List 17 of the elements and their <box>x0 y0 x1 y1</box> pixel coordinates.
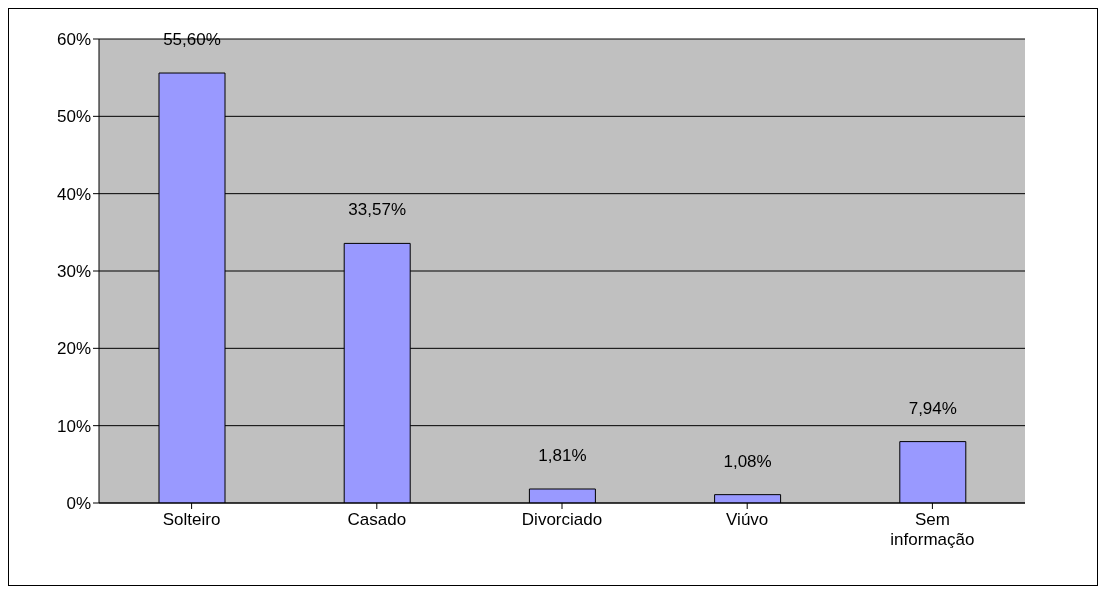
y-tick-label: 10% <box>56 416 91 436</box>
y-tick-label: 30% <box>56 262 91 282</box>
y-tick-label: 50% <box>56 107 91 127</box>
data-label: 1,08% <box>723 451 772 471</box>
y-tick-label: 20% <box>56 339 91 359</box>
x-tick-label: Solteiro <box>162 510 221 529</box>
x-tick-label: Viúvo <box>726 510 769 529</box>
y-tick-label: 60% <box>56 30 91 50</box>
data-label: 55,60% <box>163 30 221 50</box>
x-tick-label: Divorciado <box>521 510 603 529</box>
y-tick-label: 0% <box>66 494 91 514</box>
data-label: 1,81% <box>538 446 587 465</box>
y-tick-label: 40% <box>56 184 91 204</box>
x-tick-label: Casado <box>347 510 407 529</box>
data-label: 33,57% <box>348 200 407 220</box>
data-label: 7,94% <box>908 398 957 418</box>
x-tick-label: Sem informação <box>890 510 975 549</box>
